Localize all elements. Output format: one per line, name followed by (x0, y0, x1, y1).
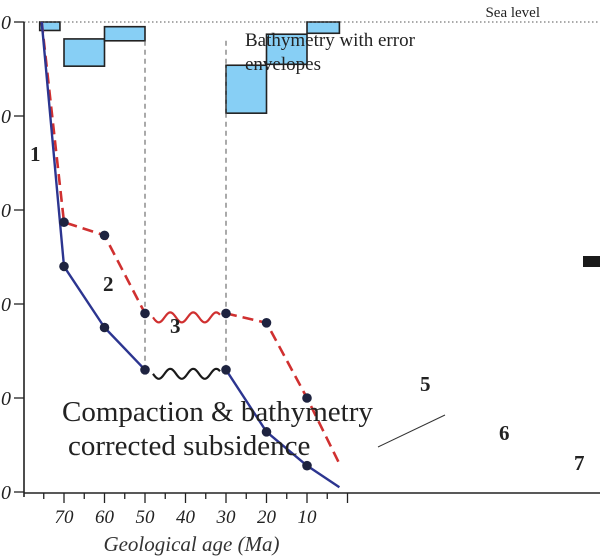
y-tick-label-2: 0 (1, 200, 11, 222)
series-0-point-20 (261, 318, 272, 328)
bathymetry-boxes (38, 21, 341, 114)
x-tick-label-30: 30 (216, 507, 237, 528)
stage-label-7: 7 (574, 451, 585, 475)
x-tick-label-50: 50 (136, 507, 156, 528)
series-1-segment-late (224, 369, 341, 489)
data-points (59, 217, 312, 471)
x-tick-label-70: 70 (55, 507, 75, 528)
bathymetry-label-line2: envelopes (245, 54, 321, 75)
sea-level-label: Sea level (485, 5, 540, 21)
x-tick-label-10: 10 (298, 507, 318, 528)
bathymetry-label-line1: Bathymetry with error (245, 30, 416, 51)
stage-label-6: 6 (499, 421, 510, 445)
series-1-point-20 (261, 427, 272, 437)
y-tick-label-4: 0 (1, 388, 11, 410)
series-lines (40, 21, 600, 489)
axes (14, 21, 600, 503)
series-0-point-70 (59, 217, 69, 228)
series-1-point-60 (99, 322, 110, 333)
x-tick-label-40: 40 (176, 507, 196, 528)
series-0-segment-early (40, 21, 147, 314)
series-0-segment-late (225, 312, 341, 465)
series-1-point-10 (302, 460, 312, 471)
series-0-point-60 (99, 230, 110, 241)
y-tick-label-0: 0 (1, 12, 11, 34)
label-leader-line (377, 414, 446, 448)
series-1-point-30 (221, 365, 231, 375)
stage-label-1: 1 (30, 142, 41, 166)
bathymetry-box-0 (38, 21, 61, 32)
bathymetry-box-5 (306, 21, 341, 35)
stage-label-5: 5 (420, 372, 431, 396)
bathymetry-box-2 (103, 25, 146, 42)
series-0-point-10 (302, 393, 312, 403)
series-0-hiatus-wave (152, 311, 221, 324)
text-labels: 70 60 50 40 30 20 10 0 0 0 0 0 0 Geological age (Ma) S… (1, 5, 585, 556)
legend-marker (583, 256, 600, 267)
y-tick-label-5: 0 (1, 482, 11, 504)
series-1-point-50 (140, 365, 150, 375)
x-tick-label-20: 20 (257, 507, 277, 528)
y-tick-label-1: 0 (1, 106, 11, 128)
series-0-point-50 (140, 308, 150, 319)
corrected-label-line1: Compaction & bathymetry (62, 396, 373, 428)
hiatus-guides (144, 40, 446, 448)
x-axis-title: Geological age (Ma) (103, 532, 279, 556)
corrected-label-line2: corrected subsidence (68, 430, 310, 462)
series-1-point-70 (59, 261, 69, 272)
bathymetry-box-4 (265, 33, 308, 66)
y-tick-label-3: 0 (1, 294, 11, 316)
series-1-hiatus-wave (152, 367, 221, 380)
stage-label-2: 2 (103, 272, 114, 296)
stage-label-3: 3 (170, 314, 181, 338)
bathymetry-box-3 (225, 64, 268, 114)
bathymetry-box-1 (63, 38, 106, 67)
series-1-segment-early (40, 21, 146, 371)
series-0-point-30 (221, 308, 231, 319)
x-tick-label-60: 60 (95, 507, 115, 528)
